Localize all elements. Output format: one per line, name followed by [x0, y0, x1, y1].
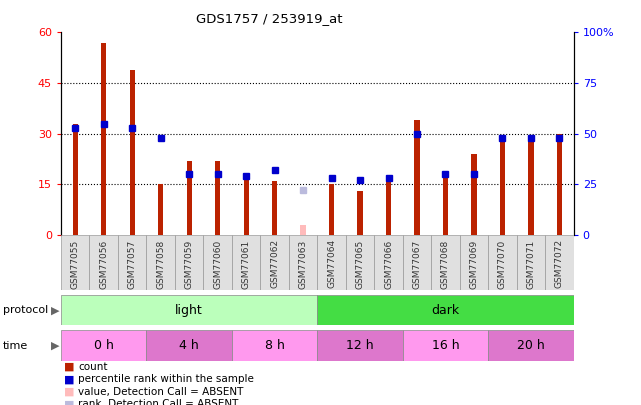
Bar	[317, 235, 345, 290]
Bar	[301, 225, 306, 235]
Text: GSM77067: GSM77067	[413, 239, 422, 288]
Text: 4 h: 4 h	[179, 339, 199, 352]
Bar	[61, 330, 146, 361]
Bar	[129, 70, 135, 235]
Text: GSM77056: GSM77056	[99, 239, 108, 288]
Text: ■: ■	[64, 362, 74, 371]
Text: 0 h: 0 h	[94, 339, 113, 352]
Text: GDS1757 / 253919_at: GDS1757 / 253919_at	[196, 12, 342, 25]
Bar	[61, 235, 89, 290]
Text: GSM77062: GSM77062	[270, 239, 279, 288]
Text: GSM77070: GSM77070	[498, 239, 507, 288]
Bar	[215, 161, 220, 235]
Bar	[345, 235, 374, 290]
Text: ▶: ▶	[51, 341, 60, 351]
Bar	[460, 235, 488, 290]
Bar	[488, 330, 574, 361]
Bar	[146, 235, 175, 290]
Bar	[260, 235, 289, 290]
Bar	[146, 330, 232, 361]
Bar	[203, 235, 232, 290]
Bar	[557, 134, 562, 235]
Bar	[386, 181, 391, 235]
Text: count: count	[78, 362, 108, 371]
Text: value, Detection Call = ABSENT: value, Detection Call = ABSENT	[78, 387, 244, 397]
Bar	[415, 120, 420, 235]
Bar	[517, 235, 545, 290]
Text: GSM77061: GSM77061	[242, 239, 251, 288]
Text: GSM77055: GSM77055	[71, 239, 79, 288]
Text: 16 h: 16 h	[431, 339, 460, 352]
Bar	[443, 177, 448, 235]
Text: percentile rank within the sample: percentile rank within the sample	[78, 375, 254, 384]
Bar	[272, 181, 277, 235]
Text: ■: ■	[64, 399, 74, 405]
Bar	[61, 295, 317, 325]
Bar	[101, 43, 106, 235]
Bar	[403, 330, 488, 361]
Text: protocol: protocol	[3, 305, 49, 315]
Bar	[329, 184, 334, 235]
Bar	[500, 137, 505, 235]
Text: light: light	[175, 303, 203, 317]
Text: GSM77068: GSM77068	[441, 239, 450, 288]
Bar	[431, 235, 460, 290]
Bar	[244, 177, 249, 235]
Text: 20 h: 20 h	[517, 339, 545, 352]
Text: dark: dark	[431, 303, 460, 317]
Bar	[118, 235, 146, 290]
Text: GSM77066: GSM77066	[384, 239, 393, 288]
Bar	[403, 235, 431, 290]
Text: rank, Detection Call = ABSENT: rank, Detection Call = ABSENT	[78, 399, 238, 405]
Text: GSM77069: GSM77069	[469, 239, 478, 288]
Bar	[317, 330, 403, 361]
Text: GSM77064: GSM77064	[327, 239, 336, 288]
Text: ■: ■	[64, 375, 74, 384]
Bar	[158, 184, 163, 235]
Bar	[528, 141, 533, 235]
Bar	[289, 235, 317, 290]
Text: GSM77059: GSM77059	[185, 239, 194, 288]
Bar	[72, 124, 78, 235]
Text: 12 h: 12 h	[346, 339, 374, 352]
Bar	[175, 235, 203, 290]
Text: 8 h: 8 h	[265, 339, 285, 352]
Text: GSM77072: GSM77072	[555, 239, 564, 288]
Bar	[374, 235, 403, 290]
Bar	[545, 235, 574, 290]
Text: GSM77063: GSM77063	[299, 239, 308, 288]
Text: time: time	[3, 341, 28, 351]
Text: GSM77057: GSM77057	[128, 239, 137, 288]
Text: GSM77065: GSM77065	[356, 239, 365, 288]
Text: GSM77060: GSM77060	[213, 239, 222, 288]
Bar	[317, 295, 574, 325]
Text: ▶: ▶	[51, 305, 60, 315]
Bar	[358, 191, 363, 235]
Text: GSM77058: GSM77058	[156, 239, 165, 288]
Bar	[232, 330, 317, 361]
Bar	[488, 235, 517, 290]
Bar	[232, 235, 260, 290]
Text: GSM77071: GSM77071	[526, 239, 535, 288]
Bar	[89, 235, 118, 290]
Bar	[471, 154, 476, 235]
Bar	[187, 161, 192, 235]
Text: ■: ■	[64, 387, 74, 397]
